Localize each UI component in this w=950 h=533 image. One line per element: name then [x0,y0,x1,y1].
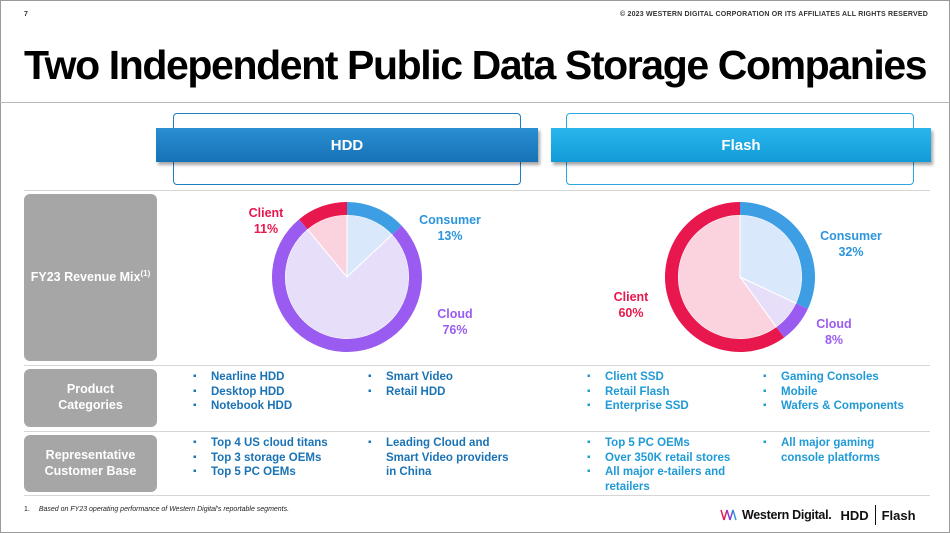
hdd-cloud-ring [272,219,422,353]
logo-separator [874,505,876,525]
list-item: Gaming Consoles [760,370,904,385]
list-item: All major e-tailers and retailers [584,465,754,494]
row-divider [24,365,930,366]
hdd-client-name: Client [248,206,284,220]
hdd-product-list-2: Smart Video Retail HDD [365,370,453,399]
logo-company-name: Western Digital. [742,508,832,522]
hdd-customer-list-2: Leading Cloud and Smart Video providers … [365,436,515,480]
logo-brand-flash: Flash [881,507,916,523]
footnote: 1. Based on FY23 operating performance of… [24,506,289,513]
list-item: Retail HDD [365,385,453,400]
product-categories-label-line1: Product [66,382,115,397]
row-divider [24,495,930,496]
hdd-consumer-value: 13% [437,229,463,243]
list-item: Client SSD [584,370,689,385]
logo-brand-hdd: HDD [840,507,869,523]
hdd-cloud-value: 76% [442,323,468,337]
flash-client-ring [665,201,785,353]
flash-cloud-label: Cloud 8% [806,316,862,348]
flash-consumer-value: 32% [838,245,864,259]
list-item: Nearline HDD [190,370,292,385]
row-divider [24,190,930,191]
hdd-cloud-label: Cloud 76% [426,306,484,338]
list-item: Top 5 PC OEMs [584,436,754,451]
hdd-client-ring [299,202,347,230]
flash-client-name: Client [613,290,649,304]
footnote-ref: (1) [140,269,151,279]
flash-client-slice [677,214,778,340]
hdd-consumer-label: Consumer 13% [407,212,493,244]
list-item: Top 4 US cloud titans [190,436,328,451]
customer-base-label-line2: Customer Base [44,463,137,478]
list-item: Over 350K retail stores [584,451,754,466]
list-item: Leading Cloud and Smart Video providers … [365,436,515,480]
copyright-notice: © 2023 WESTERN DIGITAL CORPORATION OR IT… [619,11,928,18]
flash-consumer-label: Consumer 32% [808,228,894,260]
product-categories-label-line2: Categories [58,398,123,412]
flash-customer-list-2: All major gaming console platforms [760,436,910,465]
list-item: Smart Video [365,370,453,385]
flash-consumer-ring [740,202,815,309]
flash-cloud-ring [776,303,808,338]
list-item: All major gaming console platforms [760,436,910,465]
flash-column-header: Flash [551,128,931,162]
flash-cloud-name: Cloud [816,317,852,331]
title-divider [0,102,950,103]
list-item: Top 5 PC OEMs [190,465,328,480]
hdd-cloud-name: Cloud [437,307,473,321]
flash-product-list-2: Gaming Consoles Mobile Wafers & Componen… [760,370,904,414]
hdd-column-header: HDD [156,128,538,162]
company-logo: Western Digital. HDD Flash [720,505,916,525]
list-item: Notebook HDD [190,399,292,414]
row-label-product-categories: Product Categories [24,369,157,427]
flash-client-label: Client 60% [602,289,660,321]
western-digital-logo-icon [720,509,738,521]
row-label-revenue-mix: FY23 Revenue Mix(1) [24,194,157,361]
hdd-product-list-1: Nearline HDD Desktop HDD Notebook HDD [190,370,292,414]
hdd-client-label: Client 11% [240,205,292,237]
flash-cloud-value: 8% [824,333,844,347]
list-item: Desktop HDD [190,385,292,400]
row-divider [24,431,930,432]
flash-consumer-slice [739,214,803,305]
footnote-text: Based on FY23 operating performance of W… [38,506,290,513]
hdd-consumer-ring [347,202,402,235]
row-label-customer-base: Representative Customer Base [24,435,157,492]
footnote-number: 1. [24,506,30,513]
hdd-client-value: 11% [253,222,279,236]
list-item: Mobile [760,385,904,400]
hdd-consumer-name: Consumer [419,213,481,227]
flash-client-value: 60% [618,306,644,320]
list-item: Wafers & Components [760,399,904,414]
hdd-customer-list-1: Top 4 US cloud titans Top 3 storage OEMs… [190,436,328,480]
page-number: 7 [24,11,28,18]
list-item: Top 3 storage OEMs [190,451,328,466]
flash-consumer-name: Consumer [820,229,882,243]
customer-base-label-line1: Representative [45,447,136,462]
list-item: Retail Flash [584,385,689,400]
flash-product-list-1: Client SSD Retail Flash Enterprise SSD [584,370,689,414]
list-item: Enterprise SSD [584,399,689,414]
page-title: Two Independent Public Data Storage Comp… [24,42,928,88]
flash-customer-list-1: Top 5 PC OEMs Over 350K retail stores Al… [584,436,754,494]
revenue-mix-label: FY23 Revenue Mix [30,270,141,285]
